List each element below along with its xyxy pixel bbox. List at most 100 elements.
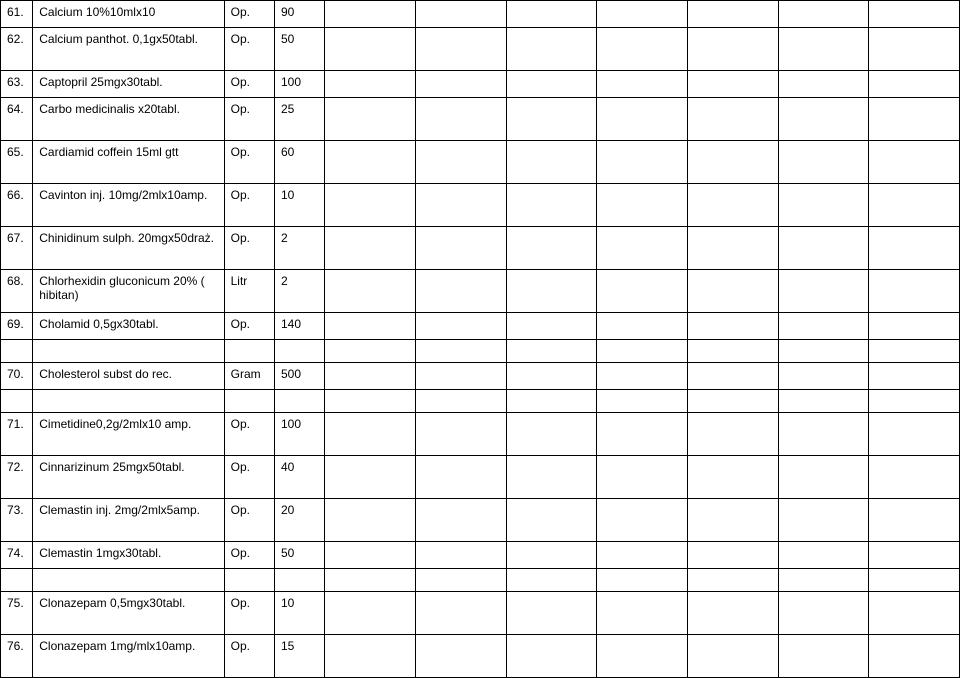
- cell-name: Chlorhexidin gluconicum 20% ( hibitan): [33, 270, 224, 313]
- cell-name: Cimetidine0,2g/2mlx10 amp.: [33, 413, 224, 456]
- cell-number: 63.: [1, 71, 33, 98]
- table-row: 71.Cimetidine0,2g/2mlx10 amp.Op.100: [1, 413, 960, 456]
- cell-unit: Op.: [224, 499, 274, 542]
- separator-cell: [869, 340, 960, 363]
- cell-unit: Gram: [224, 363, 274, 390]
- cell-blank: [325, 184, 416, 227]
- cell-blank: [506, 270, 597, 313]
- cell-blank: [506, 635, 597, 678]
- cell-blank: [687, 413, 778, 456]
- cell-qty: 50: [274, 28, 324, 71]
- cell-blank: [687, 592, 778, 635]
- separator-cell: [1, 569, 33, 592]
- cell-blank: [325, 363, 416, 390]
- cell-qty: 90: [274, 1, 324, 28]
- cell-blank: [416, 413, 507, 456]
- cell-blank: [778, 592, 869, 635]
- cell-blank: [687, 363, 778, 390]
- cell-qty: 140: [274, 313, 324, 340]
- cell-blank: [687, 141, 778, 184]
- cell-blank: [869, 71, 960, 98]
- cell-blank: [506, 184, 597, 227]
- cell-name: Chinidinum sulph. 20mgx50draż.: [33, 227, 224, 270]
- cell-blank: [869, 141, 960, 184]
- cell-unit: Op.: [224, 456, 274, 499]
- cell-unit: Op.: [224, 28, 274, 71]
- separator-cell: [224, 569, 274, 592]
- separator-cell: [778, 569, 869, 592]
- cell-blank: [869, 28, 960, 71]
- medication-table: 61.Calcium 10%10mlx10Op.9062.Calcium pan…: [0, 0, 960, 678]
- cell-blank: [325, 28, 416, 71]
- table-row: 76.Clonazepam 1mg/mlx10amp.Op.15: [1, 635, 960, 678]
- cell-blank: [869, 592, 960, 635]
- cell-blank: [869, 313, 960, 340]
- cell-name: Clonazepam 1mg/mlx10amp.: [33, 635, 224, 678]
- cell-blank: [687, 456, 778, 499]
- cell-blank: [869, 499, 960, 542]
- separator-cell: [274, 569, 324, 592]
- cell-unit: Op.: [224, 71, 274, 98]
- cell-blank: [416, 313, 507, 340]
- cell-blank: [869, 413, 960, 456]
- cell-blank: [416, 227, 507, 270]
- cell-blank: [597, 313, 688, 340]
- cell-blank: [506, 141, 597, 184]
- cell-number: 66.: [1, 184, 33, 227]
- cell-number: 65.: [1, 141, 33, 184]
- cell-blank: [597, 363, 688, 390]
- cell-name: Calcium panthot. 0,1gx50tabl.: [33, 28, 224, 71]
- table-body: 61.Calcium 10%10mlx10Op.9062.Calcium pan…: [1, 1, 960, 678]
- separator-cell: [416, 390, 507, 413]
- table-row: 73.Clemastin inj. 2mg/2mlx5amp.Op.20: [1, 499, 960, 542]
- cell-blank: [325, 635, 416, 678]
- cell-name: Clemastin inj. 2mg/2mlx5amp.: [33, 499, 224, 542]
- cell-blank: [778, 363, 869, 390]
- separator-cell: [274, 390, 324, 413]
- separator-cell: [33, 340, 224, 363]
- cell-blank: [778, 499, 869, 542]
- cell-blank: [416, 28, 507, 71]
- cell-qty: 50: [274, 542, 324, 569]
- cell-blank: [778, 71, 869, 98]
- separator-cell: [224, 340, 274, 363]
- cell-blank: [687, 270, 778, 313]
- cell-qty: 60: [274, 141, 324, 184]
- cell-name: Cholamid 0,5gx30tabl.: [33, 313, 224, 340]
- cell-number: 67.: [1, 227, 33, 270]
- cell-number: 73.: [1, 499, 33, 542]
- cell-blank: [416, 184, 507, 227]
- cell-number: 76.: [1, 635, 33, 678]
- separator-cell: [687, 340, 778, 363]
- cell-blank: [778, 635, 869, 678]
- table-row: 75.Clonazepam 0,5mgx30tabl.Op.10: [1, 592, 960, 635]
- cell-qty: 10: [274, 592, 324, 635]
- cell-blank: [416, 141, 507, 184]
- cell-blank: [416, 98, 507, 141]
- cell-blank: [778, 227, 869, 270]
- cell-blank: [869, 1, 960, 28]
- cell-blank: [869, 227, 960, 270]
- cell-blank: [778, 28, 869, 71]
- cell-blank: [597, 71, 688, 98]
- cell-qty: 10: [274, 184, 324, 227]
- cell-unit: Op.: [224, 635, 274, 678]
- cell-name: Carbo medicinalis x20tabl.: [33, 98, 224, 141]
- cell-blank: [506, 542, 597, 569]
- cell-blank: [687, 635, 778, 678]
- cell-blank: [687, 28, 778, 71]
- cell-blank: [325, 456, 416, 499]
- cell-number: 75.: [1, 592, 33, 635]
- cell-blank: [869, 635, 960, 678]
- cell-blank: [506, 363, 597, 390]
- separator-cell: [274, 340, 324, 363]
- cell-blank: [597, 270, 688, 313]
- cell-number: 64.: [1, 98, 33, 141]
- cell-number: 72.: [1, 456, 33, 499]
- cell-blank: [506, 313, 597, 340]
- cell-unit: Litr: [224, 270, 274, 313]
- cell-number: 62.: [1, 28, 33, 71]
- cell-blank: [687, 313, 778, 340]
- cell-blank: [597, 28, 688, 71]
- cell-unit: Op.: [224, 592, 274, 635]
